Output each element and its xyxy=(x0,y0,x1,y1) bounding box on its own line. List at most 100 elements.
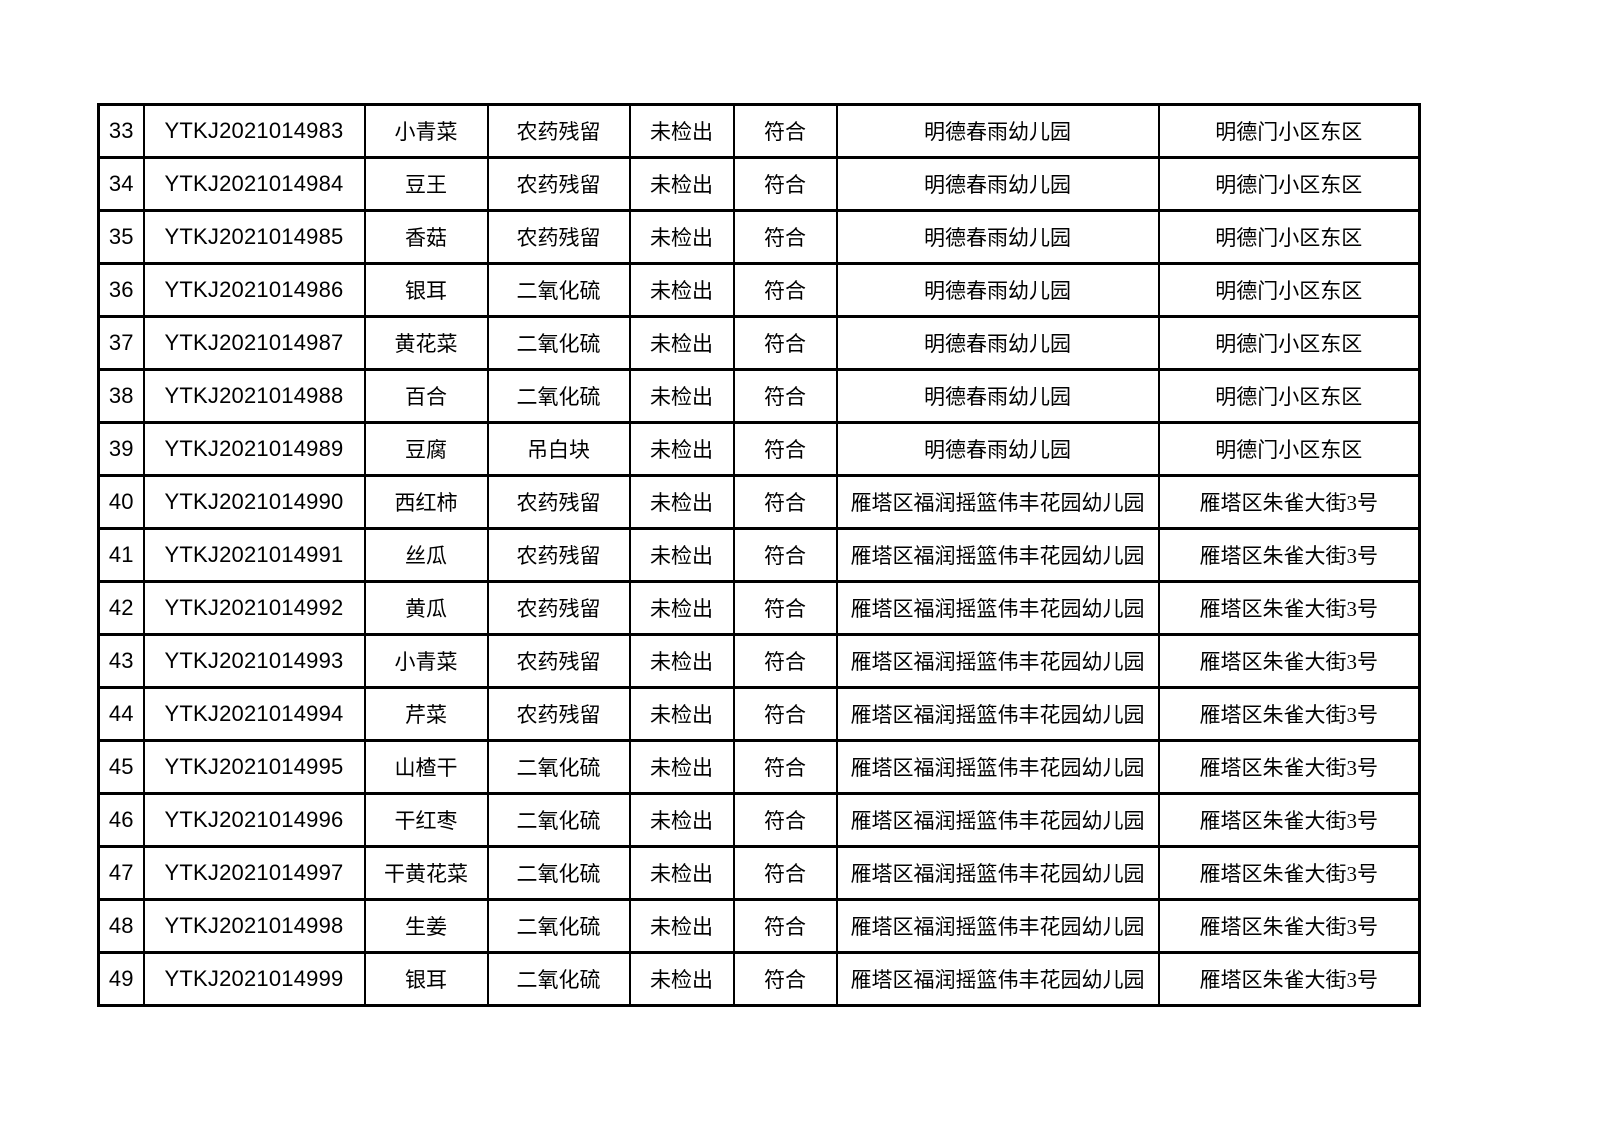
cell-sampled-unit: 雁塔区福润摇篮伟丰花园幼儿园 xyxy=(835,633,1159,688)
cell-test-item: 二氧化硫 xyxy=(486,951,630,1006)
cell-sample-name: 豆腐 xyxy=(363,421,488,476)
cell-row-number: 40 xyxy=(97,474,144,529)
table-row: 40 YTKJ2021014990 西红柿 农药残留 未检出 符合 雁塔区福润摇… xyxy=(97,474,1420,529)
cell-address: 雁塔区朱雀大街3号 xyxy=(1157,845,1420,900)
cell-test-result: 未检出 xyxy=(628,951,734,1006)
table-row: 44 YTKJ2021014994 芹菜 农药残留 未检出 符合 雁塔区福润摇篮… xyxy=(97,686,1420,741)
cell-sample-name: 百合 xyxy=(363,368,488,423)
cell-sample-name: 银耳 xyxy=(363,262,488,317)
table-row: 47 YTKJ2021014997 干黄花菜 二氧化硫 未检出 符合 雁塔区福润… xyxy=(97,845,1420,900)
cell-test-result: 未检出 xyxy=(628,739,734,794)
cell-sampled-unit: 明德春雨幼儿园 xyxy=(835,368,1159,423)
table-row: 49 YTKJ2021014999 银耳 二氧化硫 未检出 符合 雁塔区福润摇篮… xyxy=(97,951,1420,1006)
cell-sample-name: 干红枣 xyxy=(363,792,488,847)
cell-sample-code: YTKJ2021014992 xyxy=(142,580,365,635)
cell-test-item: 二氧化硫 xyxy=(486,368,630,423)
cell-test-result: 未检出 xyxy=(628,209,734,264)
cell-row-number: 35 xyxy=(97,209,144,264)
cell-sampled-unit: 雁塔区福润摇篮伟丰花园幼儿园 xyxy=(835,580,1159,635)
cell-conclusion: 符合 xyxy=(732,315,837,370)
cell-row-number: 39 xyxy=(97,421,144,476)
cell-address: 雁塔区朱雀大街3号 xyxy=(1157,527,1420,582)
cell-test-item: 农药残留 xyxy=(486,686,630,741)
cell-test-item: 农药残留 xyxy=(486,209,630,264)
cell-sampled-unit: 明德春雨幼儿园 xyxy=(835,315,1159,370)
cell-conclusion: 符合 xyxy=(732,845,837,900)
cell-conclusion: 符合 xyxy=(732,209,837,264)
cell-conclusion: 符合 xyxy=(732,951,837,1006)
cell-sample-code: YTKJ2021014988 xyxy=(142,368,365,423)
cell-address: 雁塔区朱雀大街3号 xyxy=(1157,792,1420,847)
cell-test-item: 二氧化硫 xyxy=(486,262,630,317)
cell-row-number: 46 xyxy=(97,792,144,847)
cell-conclusion: 符合 xyxy=(732,527,837,582)
cell-sample-name: 西红柿 xyxy=(363,474,488,529)
cell-address: 明德门小区东区 xyxy=(1157,368,1420,423)
cell-test-result: 未检出 xyxy=(628,262,734,317)
cell-sample-code: YTKJ2021014987 xyxy=(142,315,365,370)
cell-address: 明德门小区东区 xyxy=(1157,209,1420,264)
cell-conclusion: 符合 xyxy=(732,686,837,741)
cell-address: 雁塔区朱雀大街3号 xyxy=(1157,580,1420,635)
cell-sample-code: YTKJ2021014984 xyxy=(142,156,365,211)
cell-sample-code: YTKJ2021014986 xyxy=(142,262,365,317)
cell-conclusion: 符合 xyxy=(732,898,837,953)
cell-row-number: 47 xyxy=(97,845,144,900)
table-row: 38 YTKJ2021014988 百合 二氧化硫 未检出 符合 明德春雨幼儿园… xyxy=(97,368,1420,423)
cell-test-result: 未检出 xyxy=(628,898,734,953)
cell-sample-code: YTKJ2021014990 xyxy=(142,474,365,529)
cell-address: 明德门小区东区 xyxy=(1157,421,1420,476)
table-row: 33 YTKJ2021014983 小青菜 农药残留 未检出 符合 明德春雨幼儿… xyxy=(97,103,1420,158)
cell-test-item: 农药残留 xyxy=(486,156,630,211)
cell-row-number: 45 xyxy=(97,739,144,794)
cell-conclusion: 符合 xyxy=(732,633,837,688)
cell-conclusion: 符合 xyxy=(732,739,837,794)
cell-conclusion: 符合 xyxy=(732,792,837,847)
cell-sampled-unit: 雁塔区福润摇篮伟丰花园幼儿园 xyxy=(835,474,1159,529)
cell-sample-name: 小青菜 xyxy=(363,103,488,158)
cell-row-number: 37 xyxy=(97,315,144,370)
cell-conclusion: 符合 xyxy=(732,156,837,211)
cell-test-result: 未检出 xyxy=(628,580,734,635)
cell-test-result: 未检出 xyxy=(628,315,734,370)
cell-address: 明德门小区东区 xyxy=(1157,103,1420,158)
results-table-body: 33 YTKJ2021014983 小青菜 农药残留 未检出 符合 明德春雨幼儿… xyxy=(97,103,1420,1006)
cell-sample-name: 黄花菜 xyxy=(363,315,488,370)
table-row: 42 YTKJ2021014992 黄瓜 农药残留 未检出 符合 雁塔区福润摇篮… xyxy=(97,580,1420,635)
cell-sample-code: YTKJ2021014985 xyxy=(142,209,365,264)
table-row: 48 YTKJ2021014998 生姜 二氧化硫 未检出 符合 雁塔区福润摇篮… xyxy=(97,898,1420,953)
cell-sampled-unit: 明德春雨幼儿园 xyxy=(835,103,1159,158)
table-row: 41 YTKJ2021014991 丝瓜 农药残留 未检出 符合 雁塔区福润摇篮… xyxy=(97,527,1420,582)
cell-address: 雁塔区朱雀大街3号 xyxy=(1157,474,1420,529)
cell-sample-name: 小青菜 xyxy=(363,633,488,688)
cell-test-item: 农药残留 xyxy=(486,474,630,529)
table-row: 37 YTKJ2021014987 黄花菜 二氧化硫 未检出 符合 明德春雨幼儿… xyxy=(97,315,1420,370)
cell-sample-code: YTKJ2021014997 xyxy=(142,845,365,900)
cell-sample-name: 丝瓜 xyxy=(363,527,488,582)
cell-sample-name: 芹菜 xyxy=(363,686,488,741)
cell-row-number: 42 xyxy=(97,580,144,635)
cell-test-item: 农药残留 xyxy=(486,633,630,688)
cell-sample-code: YTKJ2021014998 xyxy=(142,898,365,953)
cell-test-item: 农药残留 xyxy=(486,527,630,582)
cell-test-result: 未检出 xyxy=(628,845,734,900)
cell-conclusion: 符合 xyxy=(732,262,837,317)
cell-address: 明德门小区东区 xyxy=(1157,156,1420,211)
cell-test-item: 二氧化硫 xyxy=(486,898,630,953)
cell-sample-name: 生姜 xyxy=(363,898,488,953)
cell-sampled-unit: 雁塔区福润摇篮伟丰花园幼儿园 xyxy=(835,686,1159,741)
cell-sample-code: YTKJ2021014994 xyxy=(142,686,365,741)
cell-sample-name: 豆王 xyxy=(363,156,488,211)
cell-test-result: 未检出 xyxy=(628,103,734,158)
cell-address: 雁塔区朱雀大街3号 xyxy=(1157,686,1420,741)
cell-test-item: 农药残留 xyxy=(486,580,630,635)
cell-sampled-unit: 雁塔区福润摇篮伟丰花园幼儿园 xyxy=(835,951,1159,1006)
cell-sample-code: YTKJ2021014993 xyxy=(142,633,365,688)
cell-test-result: 未检出 xyxy=(628,527,734,582)
cell-test-item: 农药残留 xyxy=(486,103,630,158)
table-row: 35 YTKJ2021014985 香菇 农药残留 未检出 符合 明德春雨幼儿园… xyxy=(97,209,1420,264)
cell-address: 雁塔区朱雀大街3号 xyxy=(1157,898,1420,953)
cell-conclusion: 符合 xyxy=(732,368,837,423)
cell-conclusion: 符合 xyxy=(732,474,837,529)
